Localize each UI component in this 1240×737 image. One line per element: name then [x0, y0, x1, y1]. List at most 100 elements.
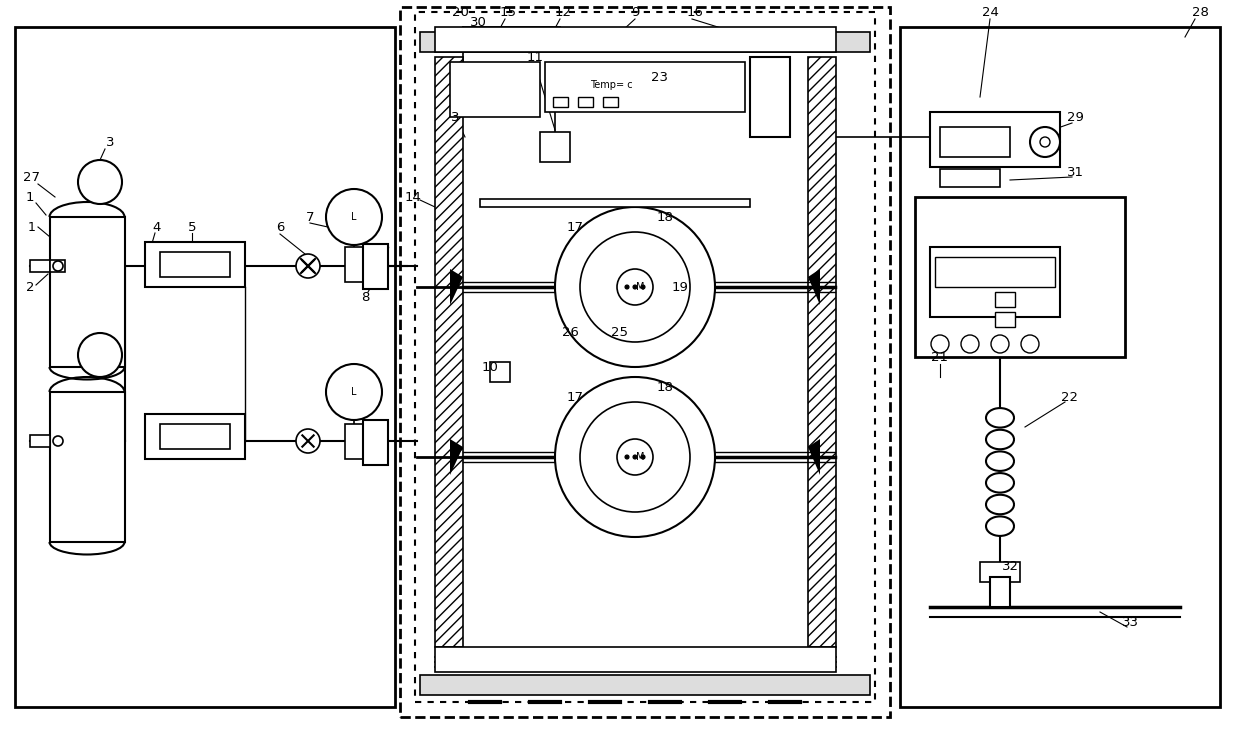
Polygon shape — [808, 439, 820, 475]
Circle shape — [296, 429, 320, 453]
Text: 16: 16 — [687, 5, 703, 18]
Text: 10: 10 — [481, 360, 498, 374]
Circle shape — [296, 254, 320, 278]
Bar — [160, 424, 229, 449]
Bar — [930, 112, 1060, 167]
Text: 17: 17 — [567, 220, 584, 234]
Bar — [415, 12, 875, 702]
Text: 1: 1 — [29, 220, 36, 234]
Text: 21: 21 — [931, 351, 949, 363]
Circle shape — [580, 232, 689, 342]
Text: 1: 1 — [26, 190, 35, 203]
Text: 4: 4 — [153, 220, 161, 234]
Polygon shape — [808, 269, 820, 305]
Circle shape — [556, 207, 715, 367]
Circle shape — [556, 377, 715, 537]
Bar — [363, 244, 388, 289]
Text: 23: 23 — [651, 71, 668, 83]
Text: M: M — [636, 452, 645, 462]
Text: 25: 25 — [611, 326, 629, 338]
Text: 19: 19 — [672, 281, 688, 293]
Text: 20: 20 — [451, 5, 469, 18]
Bar — [345, 247, 363, 282]
Bar — [15, 27, 396, 707]
Bar — [401, 7, 890, 717]
Text: 5: 5 — [187, 220, 196, 234]
Text: 18: 18 — [656, 380, 673, 394]
Bar — [435, 27, 836, 52]
Bar — [990, 577, 1011, 607]
Bar — [420, 32, 870, 52]
Bar — [994, 312, 1016, 327]
Text: 9: 9 — [631, 5, 639, 18]
Text: 33: 33 — [1121, 615, 1138, 629]
Bar — [145, 414, 246, 459]
Bar — [915, 197, 1125, 357]
Text: 29: 29 — [1066, 111, 1084, 124]
Bar — [435, 57, 463, 647]
Circle shape — [618, 269, 653, 305]
Bar — [435, 647, 836, 672]
Circle shape — [78, 160, 122, 204]
Text: 17: 17 — [567, 391, 584, 403]
Polygon shape — [450, 439, 463, 475]
Bar — [935, 257, 1055, 287]
Text: 18: 18 — [656, 211, 673, 223]
Text: 7: 7 — [306, 211, 314, 223]
Text: 12: 12 — [554, 5, 572, 18]
Circle shape — [618, 439, 653, 475]
Bar — [980, 562, 1021, 582]
Bar — [50, 392, 125, 542]
Text: 14: 14 — [404, 190, 422, 203]
Bar — [546, 62, 745, 112]
Polygon shape — [450, 269, 463, 305]
Circle shape — [961, 335, 980, 353]
Circle shape — [625, 455, 629, 459]
Bar — [750, 57, 790, 137]
Text: 22: 22 — [1061, 391, 1079, 403]
Bar — [930, 247, 1060, 317]
Bar — [450, 62, 539, 117]
Text: Temp= c: Temp= c — [590, 80, 632, 90]
Text: M: M — [636, 282, 645, 292]
Text: L: L — [351, 212, 357, 222]
Circle shape — [580, 402, 689, 512]
Bar — [553, 97, 568, 107]
Text: 6: 6 — [275, 220, 284, 234]
Text: L: L — [351, 387, 357, 397]
Text: 26: 26 — [562, 326, 578, 338]
Circle shape — [1030, 127, 1060, 157]
Bar — [480, 199, 750, 207]
Circle shape — [1021, 335, 1039, 353]
Text: 24: 24 — [982, 5, 998, 18]
Circle shape — [625, 285, 629, 289]
Circle shape — [632, 455, 637, 459]
Circle shape — [326, 364, 382, 420]
Text: 15: 15 — [500, 5, 517, 18]
Circle shape — [991, 335, 1009, 353]
Text: 32: 32 — [1002, 561, 1018, 573]
Bar — [363, 420, 388, 465]
Bar — [30, 435, 50, 447]
Text: 3: 3 — [105, 136, 114, 148]
Bar — [345, 424, 363, 459]
Circle shape — [641, 455, 645, 459]
Circle shape — [1040, 137, 1050, 147]
Bar — [994, 292, 1016, 307]
Text: 2: 2 — [26, 281, 35, 293]
Circle shape — [326, 189, 382, 245]
Text: 11: 11 — [527, 51, 543, 63]
Bar — [900, 27, 1220, 707]
Bar — [940, 127, 1011, 157]
Circle shape — [53, 261, 63, 271]
Bar — [420, 675, 870, 695]
Text: 28: 28 — [1192, 5, 1209, 18]
Bar — [30, 260, 50, 272]
Bar — [160, 252, 229, 277]
Text: 27: 27 — [24, 170, 41, 184]
Circle shape — [632, 285, 637, 289]
Bar — [808, 57, 836, 647]
Bar — [539, 132, 570, 162]
Bar — [145, 242, 246, 287]
Circle shape — [931, 335, 949, 353]
